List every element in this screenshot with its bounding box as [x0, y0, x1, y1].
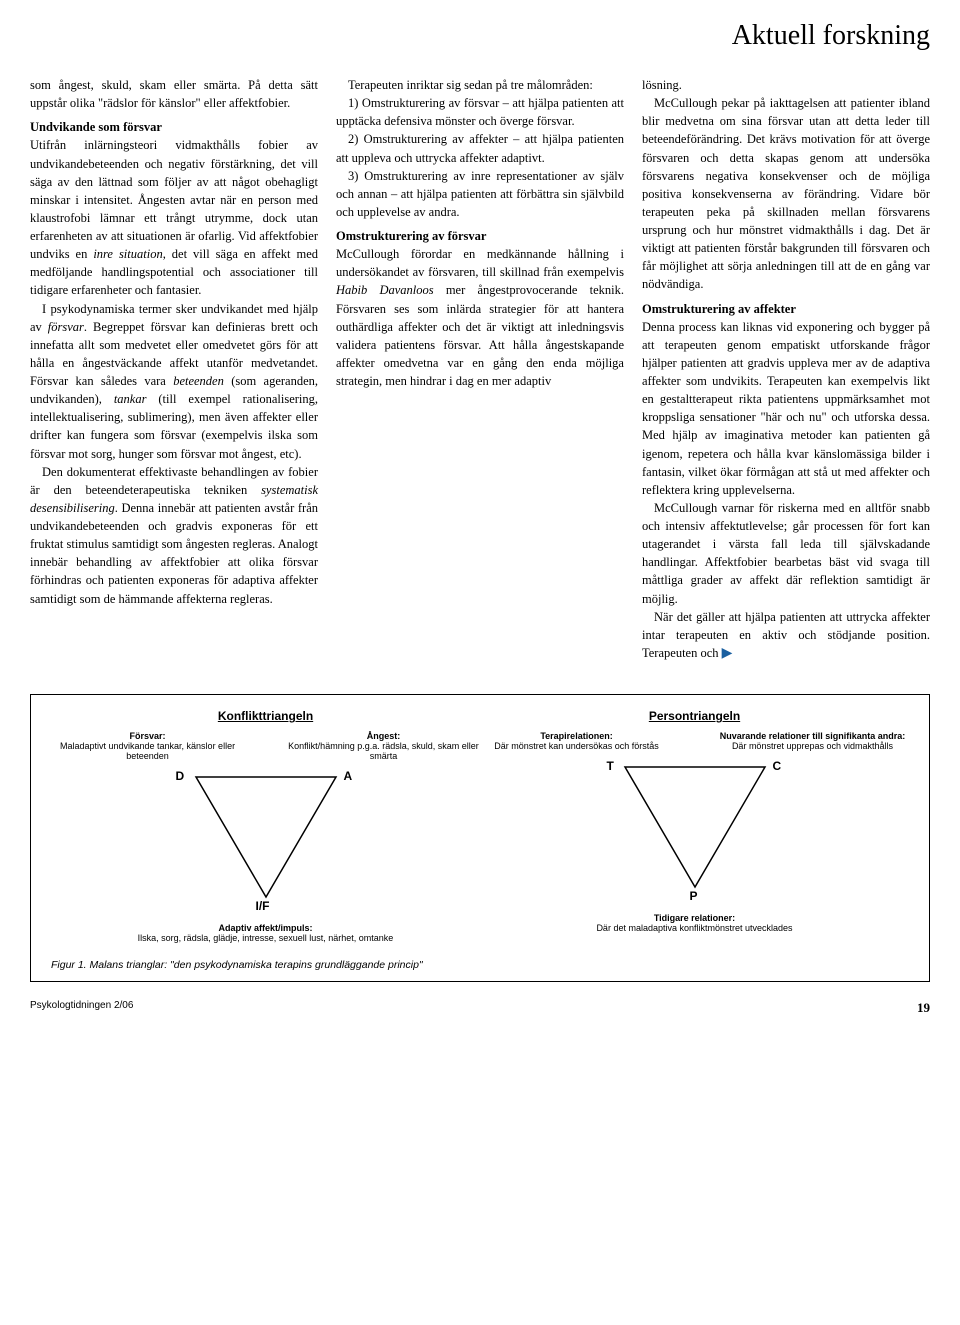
col2-l3: 3) Omstrukturering av inre representatio… [336, 167, 624, 221]
tri1-bb-b: Adaptiv affekt/impuls: [137, 923, 394, 933]
col1-p2i: inre situation [93, 247, 162, 261]
col2-l1: 1) Omstrukturering av försvar – att hjäl… [336, 94, 624, 130]
col3-p2: Denna process kan liknas vid exponering … [642, 318, 930, 499]
figure-caption: Figur 1. Malans trianglar: "den psykodyn… [51, 959, 909, 971]
header-title: Aktuell forskning [30, 20, 930, 52]
col3-p4-text: När det gäller att hjälpa patienten att … [642, 610, 930, 660]
tri1-top-right: Ångest: Konflikt/hämning p.g.a. rädsla, … [287, 731, 480, 761]
tri2-bb-t: Där det maladaptiva konfliktmönstret utv… [596, 923, 792, 933]
col1-p1: som ångest, skuld, skam eller smärta. På… [30, 76, 318, 112]
col3-p4: När det gäller att hjälpa patienten att … [642, 608, 930, 665]
person-triangle-group: Persontriangeln Terapirelationen: Där mö… [480, 709, 909, 943]
tri1-top-labels: Försvar: Maladaptivt undvikande tankar, … [51, 731, 480, 761]
col1-p4: Den dokumenterat effektivaste behandling… [30, 463, 318, 608]
tri1-tr-t: Konflikt/hämning p.g.a. rädsla, skuld, s… [288, 741, 479, 761]
continue-arrow-icon: ▶ [722, 646, 733, 661]
tri2-vC: C [773, 759, 782, 773]
col3-p3: McCullough varnar för riskerna med en al… [642, 499, 930, 608]
col1-p3: I psykodynamiska termer sker undvikandet… [30, 300, 318, 463]
tri2-top-labels: Terapirelationen: Där mönstret kan under… [480, 731, 909, 751]
col2-p3a: McCullough förordar en medkännande hålln… [336, 247, 624, 279]
tri2-tl-b: Terapirelationen: [480, 731, 673, 741]
col1-p3i2: beteenden [173, 374, 224, 388]
tri2-bottom: Tidigare relationer: Där det maladaptiva… [566, 913, 823, 933]
tri2-tr-t: Där mönstret upprepas och vidmakthålls [732, 741, 893, 751]
column-2: Terapeuten inriktar sig sedan på tre mål… [336, 76, 624, 664]
tri1-vD: D [176, 769, 185, 783]
tri1-tr-b: Ångest: [287, 731, 480, 741]
tri2-top-right: Nuvarande relationer till signifikanta a… [716, 731, 909, 751]
triangles-row: Konflikttriangeln Försvar: Maladaptivt u… [51, 709, 909, 943]
tri2-vT: T [607, 759, 614, 773]
tri2-vP: P [690, 889, 698, 903]
tri2-title: Persontriangeln [649, 709, 740, 723]
page-number: 19 [917, 1000, 930, 1016]
tri1-bottom: Adaptiv affekt/impuls: Ilska, sorg, räds… [137, 923, 394, 943]
publication-label: Psykologtidningen 2/06 [30, 1000, 133, 1016]
tri1-svg-wrap: D A I/F [166, 767, 366, 917]
col2-p3: McCullough förordar en medkännande hålln… [336, 245, 624, 390]
col3-p0: lösning. [642, 76, 930, 94]
triangle-2-svg [595, 757, 795, 907]
text-columns: som ångest, skuld, skam eller smärta. På… [30, 76, 930, 664]
page-footer: Psykologtidningen 2/06 19 [30, 1000, 930, 1016]
col3-h1: Omstrukturering av affekter [642, 300, 930, 318]
column-3: lösning. McCullough pekar på iakttagelse… [642, 76, 930, 664]
col1-p2: Utifrån inlärningsteori vidmakthålls fob… [30, 136, 318, 299]
tri1-bb-t: Ilska, sorg, rädsla, glädje, intresse, s… [138, 933, 394, 943]
col1-p4b: . Denna innebär att patienten avstår frå… [30, 501, 318, 606]
col2-p3i: Habib Davanloos [336, 283, 434, 297]
tri2-svg-wrap: T C P [595, 757, 795, 907]
col2-l2: 2) Omstrukturering av affekter – att hjä… [336, 130, 624, 166]
col2-p2: Terapeuten inriktar sig sedan på tre mål… [336, 76, 624, 94]
tri2-tl-t: Där mönstret kan undersökas och förstås [494, 741, 659, 751]
tri1-top-left: Försvar: Maladaptivt undvikande tankar, … [51, 731, 244, 761]
tri1-tl-b: Försvar: [51, 731, 244, 741]
triangle-1-svg [166, 767, 366, 917]
col2-h1: Omstrukturering av försvar [336, 227, 624, 245]
tri1-title: Konflikttriangeln [218, 709, 313, 723]
col3-p1: McCullough pekar på iakttagelsen att pat… [642, 94, 930, 293]
tri1-vA: A [344, 769, 353, 783]
conflict-triangle-group: Konflikttriangeln Försvar: Maladaptivt u… [51, 709, 480, 943]
col2-p3b: mer ångestprovocerande teknik. Försvaren… [336, 283, 624, 388]
tri2-bb-b: Tidigare relationer: [566, 913, 823, 923]
column-1: som ångest, skuld, skam eller smärta. På… [30, 76, 318, 664]
tri2-tr-b: Nuvarande relationer till signifikanta a… [716, 731, 909, 741]
col1-h1: Undvikande som försvar [30, 118, 318, 136]
tri1-vIF: I/F [256, 899, 270, 913]
tri2-top-left: Terapirelationen: Där mönstret kan under… [480, 731, 673, 751]
col1-p3i3: tankar [114, 392, 147, 406]
col1-p2a: Utifrån inlärningsteori vidmakthålls fob… [30, 138, 318, 261]
col1-p3i1: försvar [48, 320, 84, 334]
figure-box: Konflikttriangeln Försvar: Maladaptivt u… [30, 694, 930, 982]
tri1-tl-t: Maladaptivt undvikande tankar, känslor e… [60, 741, 235, 761]
